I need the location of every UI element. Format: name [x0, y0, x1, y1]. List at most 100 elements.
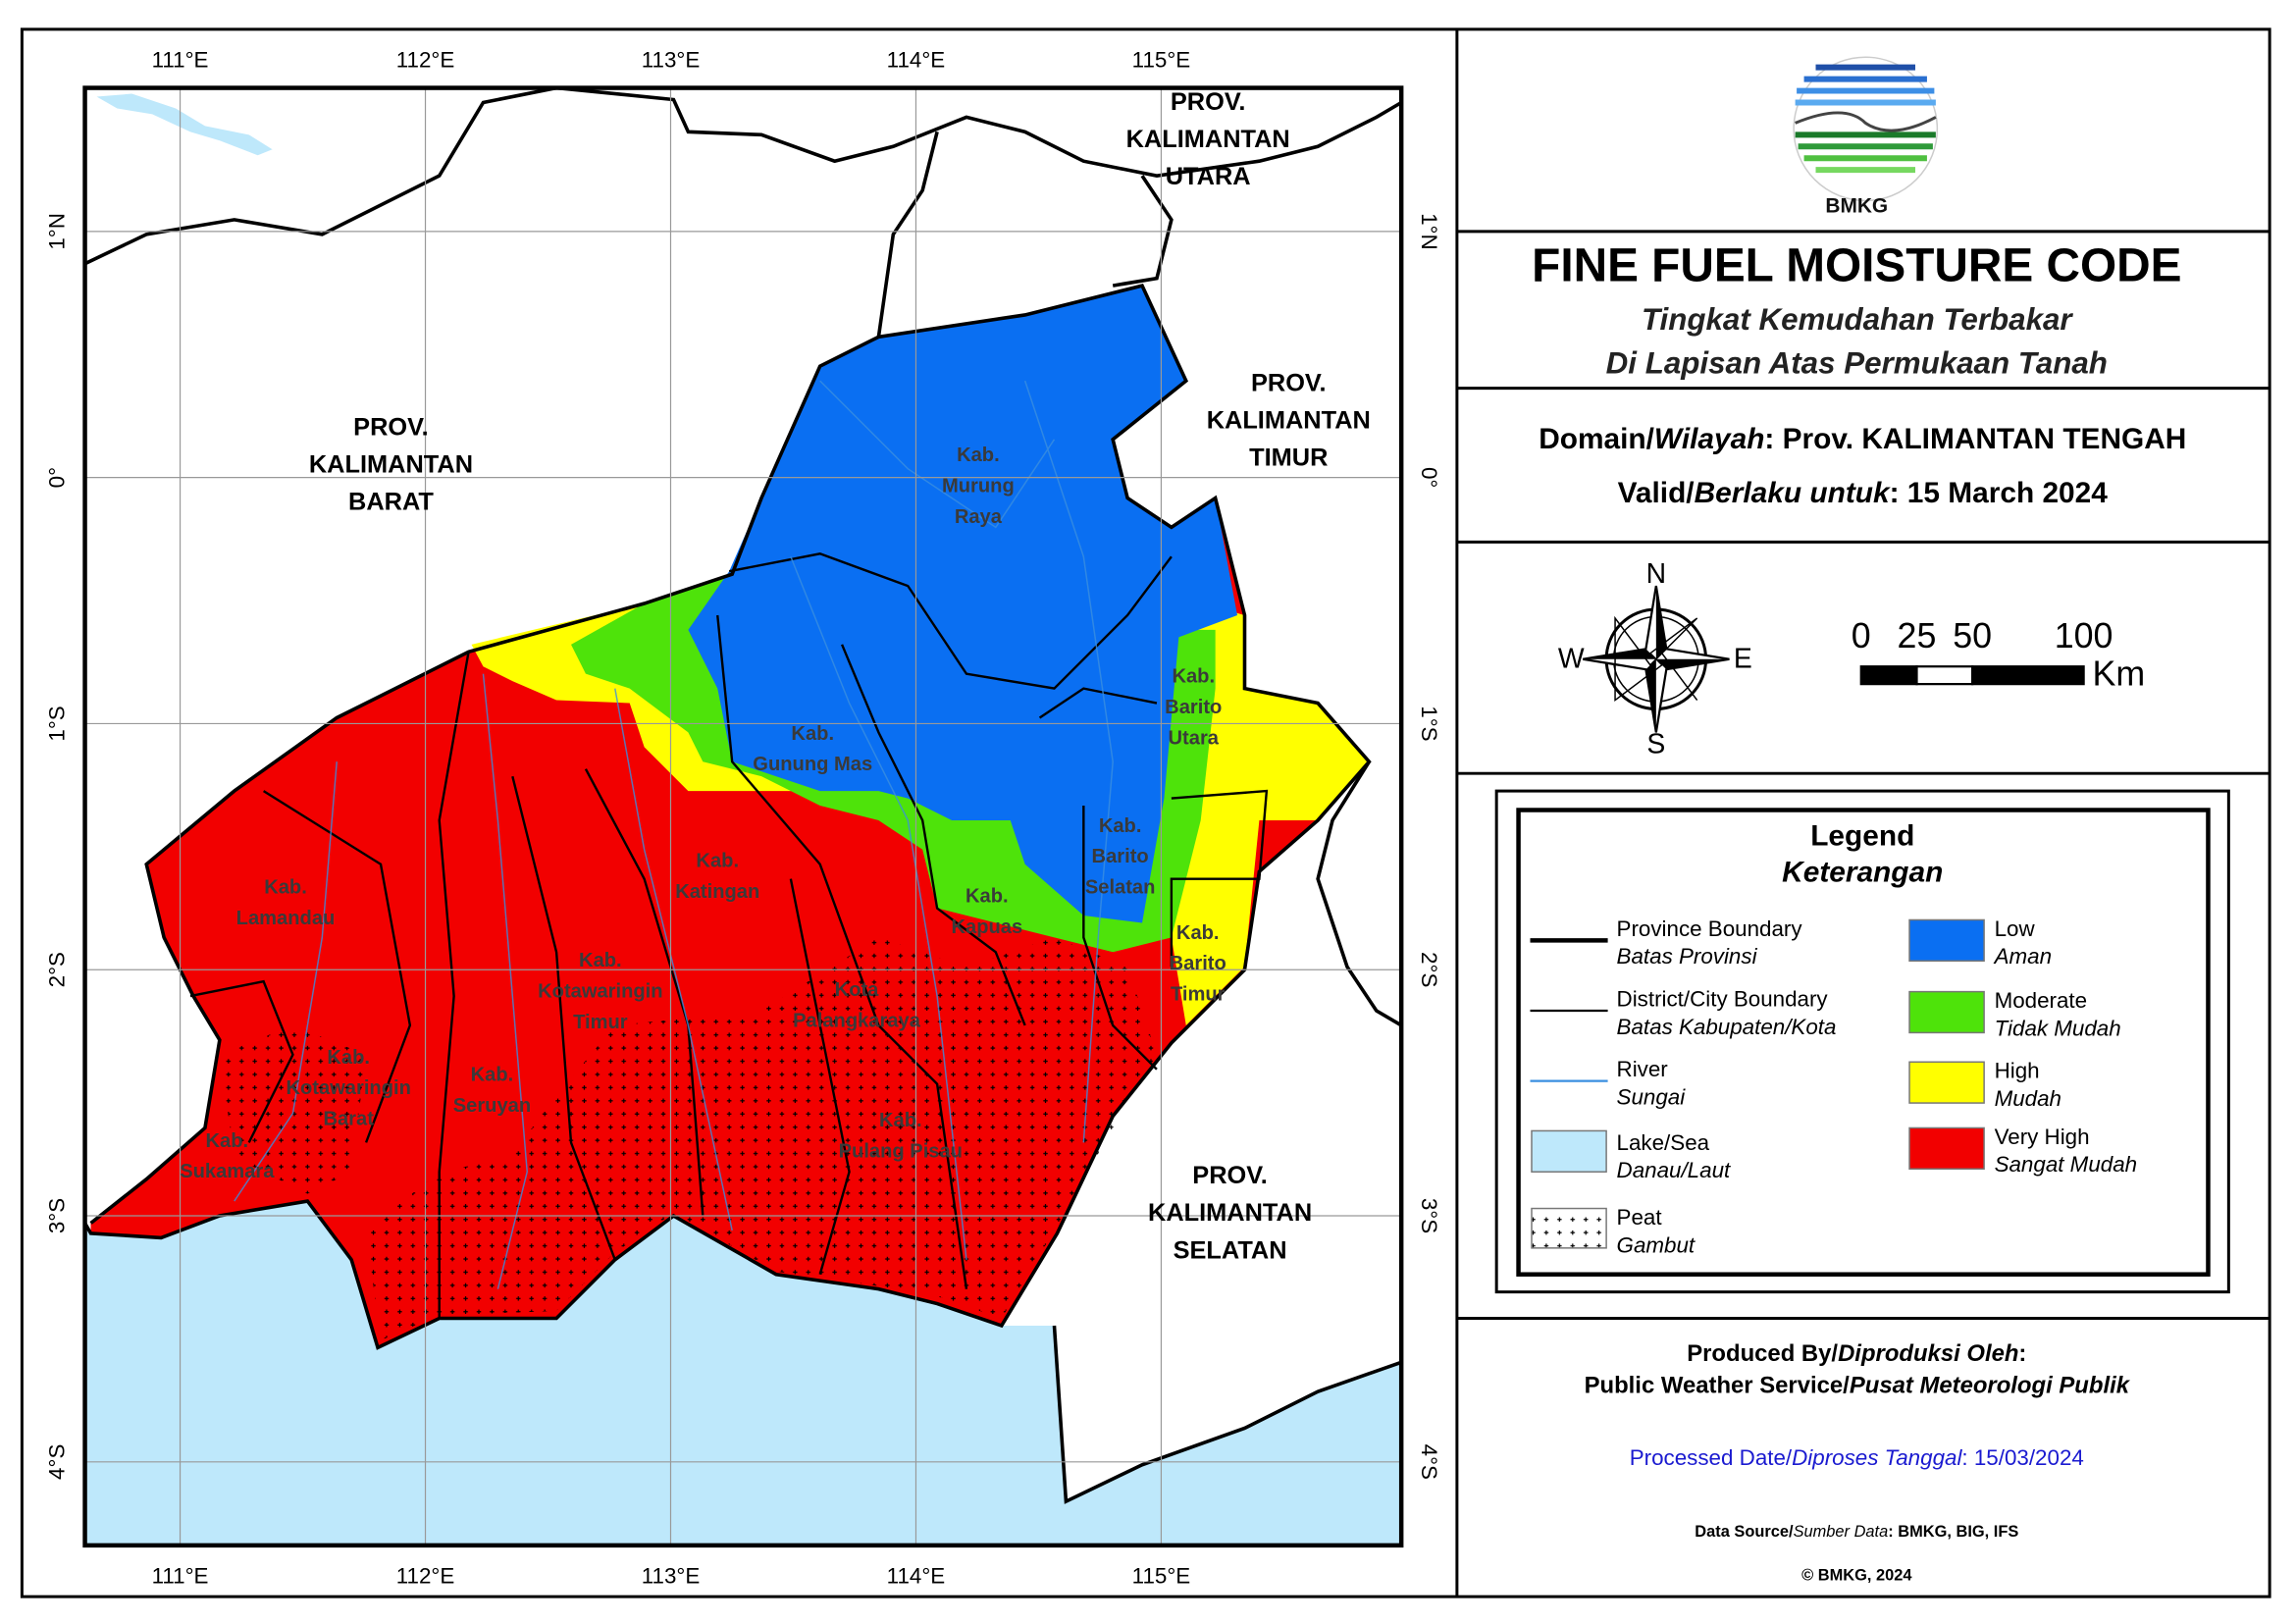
region-label: Kab.	[965, 886, 1009, 908]
domain-label: Domain/	[1539, 423, 1654, 455]
compass-s: S	[1646, 728, 1665, 759]
map-frame	[82, 85, 1404, 1548]
district-boundary	[511, 775, 616, 1261]
service-line: Public Weather Service/Pusat Meteorologi…	[1585, 1373, 2131, 1399]
lon-label-bottom: 111°E	[152, 1564, 209, 1589]
produced-colon: :	[2018, 1340, 2026, 1367]
district-boundary	[789, 878, 851, 1276]
processed-value: : 15/03/2024	[1961, 1445, 2083, 1470]
panel-rules	[1456, 230, 2270, 1320]
scale-label: 100	[2055, 616, 2113, 655]
province-label: TIMUR	[1249, 445, 1328, 472]
source-label: Data Source/	[1695, 1523, 1794, 1541]
region-label: Kab.	[206, 1130, 249, 1152]
valid-label-id: Berlaku untuk	[1695, 477, 1891, 509]
compass-w: W	[1558, 644, 1585, 675]
region-label: Kapuas	[951, 916, 1022, 938]
legend-class-id: Aman	[1993, 944, 2052, 969]
region-label: Kab.	[327, 1047, 370, 1069]
lon-label-bottom: 114°E	[887, 1564, 946, 1589]
province-label: SELATAN	[1174, 1236, 1287, 1264]
region-label: Kota	[835, 979, 880, 1001]
compass-e: E	[1734, 644, 1752, 675]
legend-label: River	[1617, 1057, 1669, 1081]
lat-label-right: 4°S	[1417, 1444, 1441, 1480]
district-boundary	[1038, 687, 1158, 719]
legend-label: Province Boundary	[1617, 916, 1803, 941]
lat-label-left: 1°N	[45, 213, 70, 250]
north-arrow: N E S W	[1558, 558, 1752, 759]
river	[790, 555, 967, 1260]
province-label: PROV.	[1171, 88, 1246, 116]
province-label: PROV.	[1192, 1162, 1268, 1189]
bmkg-logo: BMKG	[1793, 56, 1939, 217]
region-label: Timur	[573, 1012, 628, 1033]
region-label: Katingan	[675, 881, 759, 903]
legend-class-id: Tidak Mudah	[1995, 1016, 2121, 1040]
compass-fill	[1645, 658, 1656, 733]
river	[614, 688, 733, 1231]
subtitle-line: Tingkat Kemudahan Terbakar	[1642, 302, 2073, 337]
lat-label-right: 1°N	[1417, 213, 1441, 250]
province-label: PROV.	[353, 413, 429, 441]
region-label: Barito	[1165, 697, 1222, 718]
province-boundaries	[84, 87, 1402, 1504]
region-label: Kab.	[879, 1110, 922, 1131]
region-label: Kab.	[1172, 666, 1215, 688]
map-labels: PROV. KALIMANTAN BARAT PROV. KALIMANTAN UTARA…	[180, 88, 1371, 1264]
compass-fill	[1655, 658, 1730, 670]
lon-label-top: 113°E	[642, 48, 701, 73]
lat-label-left: 3°S	[45, 1198, 70, 1233]
compass-fill	[1655, 586, 1667, 659]
province-label: KALIMANTAN	[309, 450, 473, 478]
lat-label-right: 1°S	[1417, 706, 1441, 741]
legend-class: High	[1995, 1059, 2040, 1083]
legend-inner-box	[1516, 808, 2211, 1277]
legend-class: Low	[1995, 916, 2036, 941]
region-label: Kab.	[471, 1065, 514, 1086]
source-line: Data Source/Sumber Data: BMKG, BIG, IFS	[1695, 1523, 2018, 1541]
legend-label: Peat	[1617, 1205, 1663, 1230]
region-label: Seruyan	[453, 1095, 531, 1117]
region-label: Barito	[1170, 953, 1226, 974]
region-label: Barat	[323, 1108, 374, 1129]
region-label: Kab.	[264, 877, 307, 899]
service-name: Public Weather Service/	[1585, 1373, 1851, 1399]
region-label: Pulang Pisau	[839, 1140, 963, 1162]
compass-fill	[1583, 649, 1656, 659]
river	[234, 761, 338, 1202]
lon-label-bottom: 112°E	[396, 1564, 455, 1589]
legend-swatch	[1908, 1061, 1985, 1104]
region-label: Kab.	[696, 851, 739, 872]
river	[819, 380, 1056, 529]
legend-symbol-peat	[1531, 1207, 1607, 1249]
scale-segment	[1971, 665, 2085, 686]
low-area	[688, 286, 1238, 923]
province-label: PROV.	[1251, 370, 1327, 397]
scale-label: 50	[1953, 616, 1992, 655]
province-boundary	[84, 283, 1372, 1350]
lon-label-bottom: 115°E	[1132, 1564, 1191, 1589]
region-label: Barito	[1092, 846, 1149, 867]
lat-label-left: 0°	[45, 467, 70, 488]
legend-label: District/City Boundary	[1617, 987, 1829, 1012]
logo-wave	[1795, 111, 1937, 132]
legend-subtitle: Keterangan	[1782, 857, 1943, 889]
legend-swatch	[1908, 990, 1985, 1034]
region-label: Sukamara	[180, 1161, 275, 1182]
lon-label-top: 115°E	[1132, 48, 1191, 73]
region-label: Raya	[955, 506, 1003, 528]
rivers	[234, 380, 1114, 1289]
domain-line: Domain/Wilayah: Prov. KALIMANTAN TENGAH	[1539, 423, 2186, 455]
legend-class-id: Mudah	[1995, 1086, 2061, 1111]
logo-text: BMKG	[1825, 194, 1888, 217]
province-boundary	[876, 131, 939, 338]
coastline	[1052, 1325, 1402, 1504]
district-boundary	[262, 790, 412, 1143]
legend-class: Moderate	[1995, 988, 2088, 1013]
map-area: PROV. KALIMANTAN BARAT PROV. KALIMANTAN UTARA…	[84, 87, 1402, 1545]
lat-label-right: 2°S	[1417, 952, 1441, 987]
legend-title: Legend	[1810, 819, 1914, 852]
